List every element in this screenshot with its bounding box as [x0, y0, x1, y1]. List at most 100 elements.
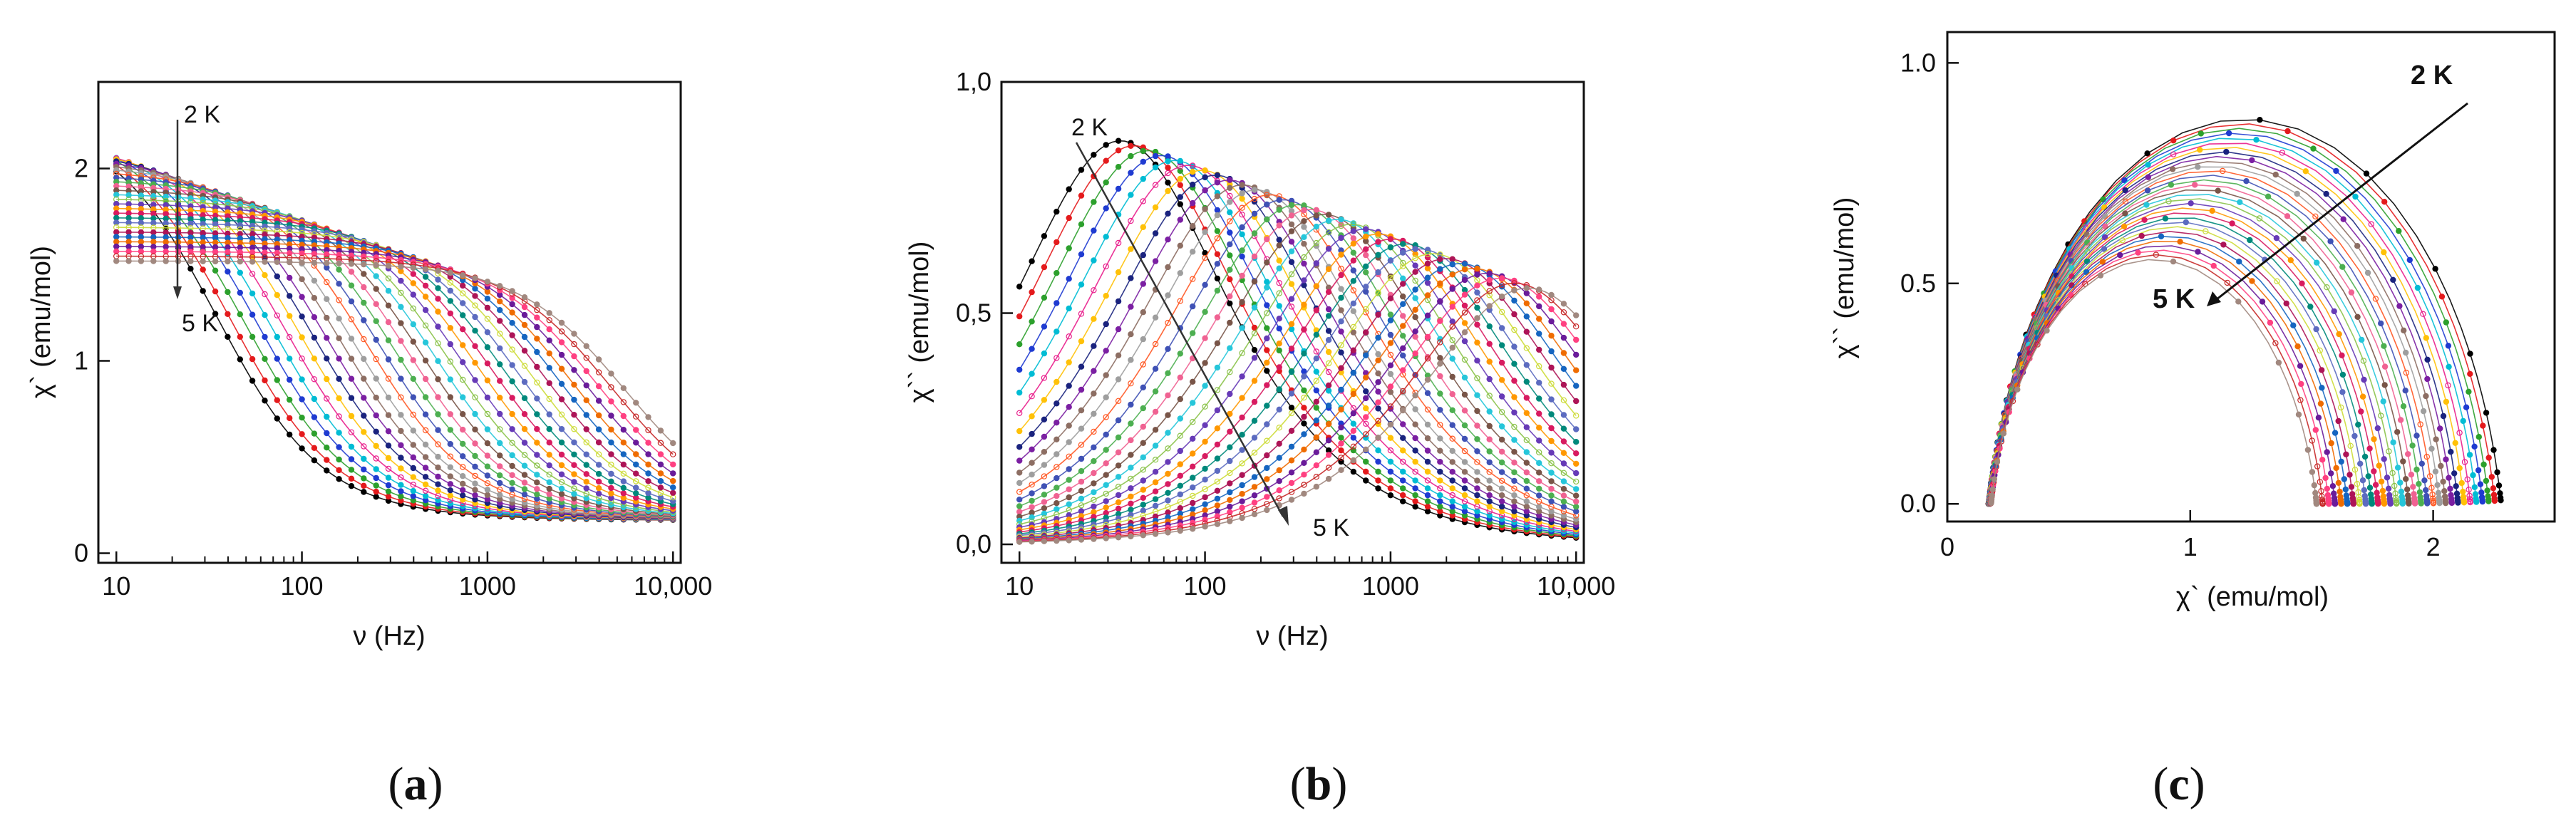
panel-b-point	[1177, 351, 1184, 357]
panel-a-point	[558, 479, 565, 485]
panel-b-point	[1078, 442, 1085, 448]
panel-a-point	[373, 273, 379, 279]
panel-a-point	[398, 289, 404, 296]
panel-a-point	[311, 251, 318, 257]
panel-b-point	[1362, 405, 1369, 412]
panel-b-point	[1053, 400, 1060, 407]
panel-a-point	[373, 428, 379, 435]
panel-b-point	[1424, 312, 1431, 318]
panel-b-point	[1264, 335, 1270, 342]
panel-a-point	[595, 398, 602, 404]
panel-a-fit-line-3	[115, 158, 674, 520]
panel-a-point	[620, 440, 627, 446]
panel-c-point	[2363, 170, 2370, 177]
panel-c-point	[2392, 490, 2399, 497]
panel-a-y-tick-label: 2	[74, 154, 88, 183]
panel-b-point	[1227, 209, 1233, 216]
panel-b-point	[1313, 207, 1320, 213]
panel-a-point	[521, 462, 528, 469]
panel-c-point	[2390, 276, 2396, 283]
panel-b-point	[1288, 202, 1295, 209]
panel-b-point	[1177, 163, 1184, 170]
panel-b-point	[1387, 275, 1394, 281]
panel-a-point	[274, 397, 280, 403]
panel-a-point	[435, 376, 441, 383]
panel-c-point	[2445, 382, 2451, 389]
panel-b-point	[1399, 293, 1406, 300]
panel-b-point	[1437, 355, 1443, 361]
panel-a-point	[212, 267, 219, 274]
panel-b-point	[1511, 477, 1518, 484]
panel-b-point	[1375, 399, 1381, 405]
panel-a-point	[546, 485, 552, 492]
panel-b-point	[1078, 281, 1085, 288]
panel-b-point	[1387, 362, 1394, 368]
panel-a-point	[645, 478, 651, 484]
panel-b-point	[1041, 499, 1048, 505]
panel-a-point	[299, 294, 305, 300]
panel-c-point	[2360, 358, 2367, 364]
panel-c-point	[2318, 488, 2324, 494]
panel-b-point	[1350, 240, 1357, 247]
panel-b-point	[1362, 395, 1369, 402]
panel-c-point	[2272, 171, 2279, 178]
panel-a-point	[571, 367, 577, 373]
panel-b-point	[1535, 460, 1542, 467]
panel-b-point	[1449, 459, 1456, 465]
panel-b-point	[1165, 430, 1171, 436]
panel-b-point	[1053, 474, 1060, 482]
panel-b-point	[1029, 370, 1035, 377]
panel-c-point	[2471, 443, 2478, 450]
panel-c-point	[2448, 492, 2454, 499]
panel-a-point	[311, 395, 318, 403]
panel-a-point	[311, 430, 318, 437]
panel-b-point	[1140, 384, 1147, 391]
panel-b-point	[1239, 447, 1245, 453]
panel-b-point	[1437, 498, 1443, 504]
panel-a-fit-line-15	[116, 190, 674, 515]
panel-c-point	[2359, 477, 2366, 484]
panel-b-point	[1572, 504, 1580, 510]
panel-b-point	[1264, 216, 1270, 223]
panel-b-point	[1560, 438, 1567, 445]
panel-c-point	[2324, 449, 2330, 455]
panel-a-point	[484, 452, 491, 459]
panel-a-point	[447, 473, 454, 479]
panel-b-point	[1239, 253, 1245, 260]
panel-c-point	[2348, 289, 2355, 296]
panel-a-point	[361, 429, 367, 435]
panel-b-point	[1227, 293, 1233, 300]
panel-b-point	[1350, 278, 1357, 284]
panel-a-point	[472, 426, 478, 433]
panel-b-point	[1165, 392, 1171, 399]
panel-a-point	[163, 193, 169, 200]
panel-c-point	[2423, 393, 2429, 400]
panel-b-point	[1251, 355, 1258, 361]
panel-b-fit-line-12	[1019, 199, 1577, 512]
panel-a-point	[435, 267, 441, 274]
panel-b-point	[1152, 314, 1159, 321]
panel-c-point	[2411, 491, 2417, 497]
panel-c-point	[2435, 489, 2442, 497]
panel-b-point	[1165, 489, 1171, 497]
panel-c-point	[2304, 447, 2312, 453]
panel-b-point	[1437, 266, 1443, 272]
panel-c-point	[2460, 489, 2466, 495]
panel-c-frame	[1946, 31, 2556, 523]
panel-b-point	[1338, 467, 1344, 474]
panel-b-point	[1016, 539, 1023, 545]
panel-b-point	[1276, 495, 1282, 502]
panel-b-point	[1313, 348, 1320, 355]
panel-a-point	[410, 394, 417, 400]
panel-b-fit-line-22	[1019, 248, 1577, 536]
panel-c-fit-arc-3	[1988, 133, 2483, 504]
panel-c-point	[2315, 415, 2322, 421]
panel-b-point	[1387, 244, 1394, 251]
panel-b-point	[1387, 295, 1394, 301]
panel-b-point	[1227, 390, 1233, 398]
panel-a-point	[534, 314, 540, 321]
panel-c-point	[2393, 494, 2399, 501]
panel-b-point	[1362, 446, 1369, 453]
panel-b-point	[1474, 469, 1480, 475]
panel-c-point	[2335, 417, 2341, 425]
